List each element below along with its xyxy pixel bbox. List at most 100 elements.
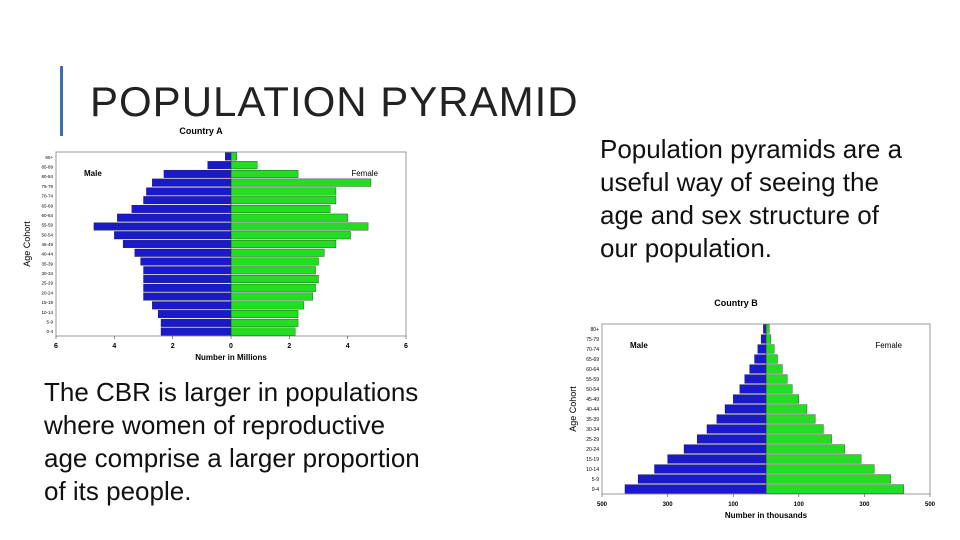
y-tick-label: 35-39 bbox=[586, 417, 599, 423]
male-bar bbox=[739, 384, 767, 394]
y-tick-label: 25-29 bbox=[41, 281, 53, 286]
x-tick-label: 4 bbox=[112, 343, 116, 350]
y-tick-label: 40-44 bbox=[586, 407, 599, 413]
female-bar bbox=[230, 327, 296, 336]
male-bar bbox=[143, 196, 232, 205]
male-bar bbox=[654, 464, 767, 474]
x-tick-label: 100 bbox=[794, 502, 805, 508]
male-bar bbox=[744, 374, 767, 384]
female-bar bbox=[765, 464, 875, 474]
title-accent-bar bbox=[60, 66, 63, 136]
male-bar bbox=[733, 394, 767, 404]
female-bar bbox=[765, 454, 862, 464]
y-tick-label: 55-59 bbox=[586, 377, 599, 383]
female-bar bbox=[230, 178, 372, 187]
x-tick-label: 2 bbox=[171, 343, 175, 350]
female-bar bbox=[230, 283, 316, 292]
male-bar bbox=[760, 334, 767, 344]
male-bar bbox=[143, 275, 232, 283]
y-tick-label: 10-14 bbox=[41, 310, 53, 315]
x-tick-label: 2 bbox=[287, 343, 291, 350]
male-bar bbox=[667, 454, 767, 464]
y-tick-label: 50-54 bbox=[586, 387, 599, 393]
female-bar bbox=[765, 334, 772, 344]
legend-male: Male bbox=[84, 169, 102, 178]
male-bar bbox=[134, 248, 232, 257]
female-bar bbox=[765, 324, 770, 334]
female-bar bbox=[230, 318, 299, 327]
female-bar bbox=[765, 484, 904, 494]
male-bar bbox=[146, 187, 232, 196]
male-bar bbox=[624, 484, 767, 494]
female-bar bbox=[765, 354, 778, 364]
slide-title: POPULATION PYRAMID bbox=[90, 78, 579, 125]
male-bar bbox=[683, 444, 767, 454]
y-tick-label: 10-14 bbox=[586, 467, 599, 473]
female-bar bbox=[230, 292, 313, 301]
female-bar bbox=[230, 196, 337, 205]
female-bar bbox=[230, 310, 299, 319]
y-tick-label: 70-74 bbox=[41, 194, 53, 199]
male-bar bbox=[131, 205, 232, 213]
male-bar bbox=[757, 344, 767, 354]
male-bar bbox=[143, 283, 232, 292]
y-tick-label: 60-64 bbox=[586, 367, 599, 373]
x-tick-label: 0 bbox=[229, 343, 233, 350]
female-bar bbox=[230, 275, 319, 283]
y-tick-label: 0-4 bbox=[46, 329, 53, 334]
y-tick-label: 20-24 bbox=[586, 447, 599, 453]
male-bar bbox=[143, 266, 232, 275]
x-tick-label: 300 bbox=[859, 502, 870, 508]
x-tick-label: 500 bbox=[597, 502, 608, 508]
male-bar bbox=[160, 318, 232, 327]
y-tick-label: 40-44 bbox=[41, 252, 53, 257]
female-bar bbox=[230, 213, 348, 222]
female-bar bbox=[765, 414, 816, 424]
legend-female: Female bbox=[875, 341, 902, 350]
y-tick-label: 30-34 bbox=[41, 271, 53, 276]
male-bar bbox=[716, 414, 767, 424]
female-bar bbox=[230, 301, 305, 310]
x-tick-label: 300 bbox=[663, 502, 674, 508]
y-tick-label: 60-64 bbox=[41, 213, 53, 218]
country-b-pyramid-chart: Country B 0-4 5-9 10-14 15-19 20-24 25-29 30-34… bbox=[568, 298, 936, 520]
female-bar bbox=[765, 394, 799, 404]
female-bar bbox=[765, 474, 891, 484]
male-bar bbox=[143, 292, 232, 301]
x-tick-label: 100 bbox=[728, 502, 739, 508]
country-a-pyramid-chart: Country A 0-4 5-9 10-14 15-19 20-24 25-29 30-34… bbox=[22, 126, 408, 362]
y-tick-label: 80-84 bbox=[41, 174, 53, 179]
y-tick-label: 35-39 bbox=[41, 261, 53, 266]
male-bar bbox=[706, 424, 767, 434]
y-tick-label: 25-29 bbox=[586, 437, 599, 443]
male-bar bbox=[160, 327, 232, 336]
male-bar bbox=[749, 364, 767, 374]
female-bar bbox=[765, 374, 788, 384]
female-bar bbox=[765, 444, 845, 454]
x-tick-label: 6 bbox=[54, 343, 58, 350]
male-bar bbox=[117, 213, 232, 222]
left-body-text: The CBR is larger in populations where w… bbox=[44, 377, 420, 506]
y-tick-label: 5-9 bbox=[592, 477, 599, 483]
y-tick-label: 0-4 bbox=[592, 487, 599, 493]
y-tick-label: 80+ bbox=[591, 327, 600, 333]
female-bar bbox=[765, 404, 808, 414]
y-axis-label: Age Cohort bbox=[568, 386, 578, 432]
chart-title: Country B bbox=[714, 298, 758, 308]
female-bar bbox=[230, 266, 316, 275]
male-bar bbox=[225, 152, 232, 161]
female-bar bbox=[230, 187, 337, 196]
y-tick-label: 75-79 bbox=[41, 184, 53, 189]
y-tick-label: 30-34 bbox=[586, 427, 599, 433]
male-bar bbox=[114, 231, 232, 240]
y-tick-label: 15-19 bbox=[586, 457, 599, 463]
female-bar bbox=[765, 434, 832, 444]
female-bar bbox=[230, 169, 299, 178]
legend-female: Female bbox=[351, 169, 378, 178]
x-tick-label: 500 bbox=[925, 502, 936, 508]
female-bar bbox=[230, 257, 319, 266]
y-tick-label: 65-69 bbox=[41, 203, 53, 208]
legend-male: Male bbox=[630, 341, 648, 350]
y-tick-label: 75-79 bbox=[586, 337, 599, 343]
female-bar bbox=[230, 231, 351, 240]
